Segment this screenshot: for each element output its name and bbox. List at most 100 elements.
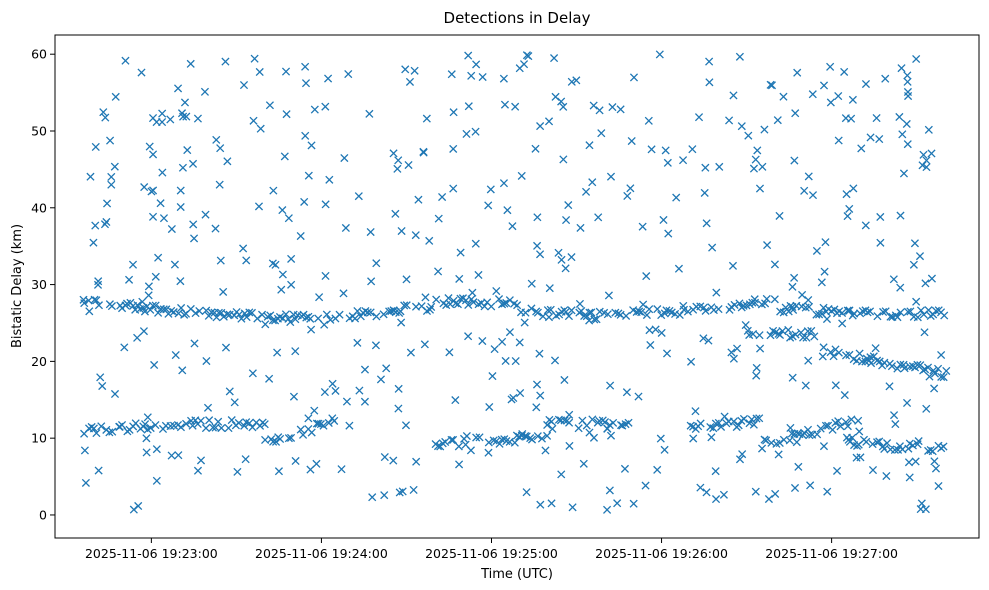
data-point [575,299,585,308]
data-point [819,303,828,312]
data-point [688,145,697,154]
data-point [801,303,810,312]
data-point [368,493,377,502]
data-point [339,289,348,298]
data-point [533,308,542,317]
data-point [150,360,159,370]
data-point [379,310,388,319]
data-point [427,302,436,312]
data-point [834,136,843,145]
data-point [151,272,160,281]
data-point [320,387,329,397]
data-point [183,146,192,155]
data-point [467,71,476,80]
data-point [105,428,114,437]
data-point [816,424,825,433]
data-point [760,125,769,134]
data-point [281,310,290,319]
data-point [564,201,573,210]
data-point [729,91,738,100]
data-point [314,314,323,323]
data-point [845,306,854,315]
data-point [632,307,641,317]
data-point [484,201,493,210]
data-point [790,273,799,282]
data-point [464,51,473,60]
data-point [391,209,400,218]
data-point [532,403,541,412]
data-point [509,393,518,403]
data-point [322,310,331,319]
data-point [89,238,98,247]
data-point [758,444,767,453]
data-point [708,243,717,252]
data-point [922,404,931,413]
data-point [324,74,333,83]
data-point [838,308,847,318]
data-point [503,206,512,215]
data-point [672,193,681,202]
data-point [98,381,107,391]
data-point [930,369,939,378]
data-points [79,50,951,514]
data-point [735,52,744,61]
data-point [296,425,305,434]
data-point [855,427,864,436]
data-point [752,371,761,380]
data-point [849,184,858,193]
data-point [171,350,180,360]
data-point [278,270,287,279]
data-point [520,318,529,327]
data-point [873,312,882,321]
data-point [110,389,120,399]
x-tick-label: 2025-11-06 19:25:00 [425,546,558,561]
data-point [613,499,622,508]
data-point [366,308,375,317]
data-point [836,422,845,431]
x-tick-label: 2025-11-06 19:24:00 [255,546,388,561]
data-point [603,505,612,514]
data-point [921,279,930,288]
data-point [321,200,330,209]
data-point [799,333,808,342]
data-point [421,293,430,302]
data-point [585,308,594,317]
data-point [447,435,456,445]
data-point [106,136,115,145]
data-point [919,150,928,159]
data-point [868,440,877,449]
data-point [657,328,666,337]
data-point [154,308,163,317]
data-point [924,125,933,134]
data-point [895,112,904,122]
data-point [140,307,149,316]
data-point [475,433,484,442]
data-point [499,179,509,188]
data-point [492,287,501,296]
x-tick-label: 2025-11-06 19:23:00 [85,546,218,561]
data-point [471,239,480,248]
data-point [775,211,784,220]
data-point [344,70,353,79]
data-point [709,306,718,315]
data-point [725,116,734,125]
data-point [325,175,334,184]
data-point [762,294,771,303]
data-point [646,340,655,350]
data-point [179,112,188,121]
x-axis-ticks: 2025-11-06 19:23:00 2025-11-06 19:24:00 20… [85,538,898,561]
data-point [903,71,912,80]
data-point [798,290,807,299]
data-point [472,60,481,69]
data-point [360,397,369,406]
data-point [353,307,362,316]
data-point [297,312,306,321]
data-point [608,103,617,112]
data-point [793,68,802,77]
data-point [587,308,596,317]
data-point [245,308,254,317]
data-point [828,425,837,434]
data-point [906,307,915,316]
data-point [622,311,631,320]
data-point [142,434,151,443]
